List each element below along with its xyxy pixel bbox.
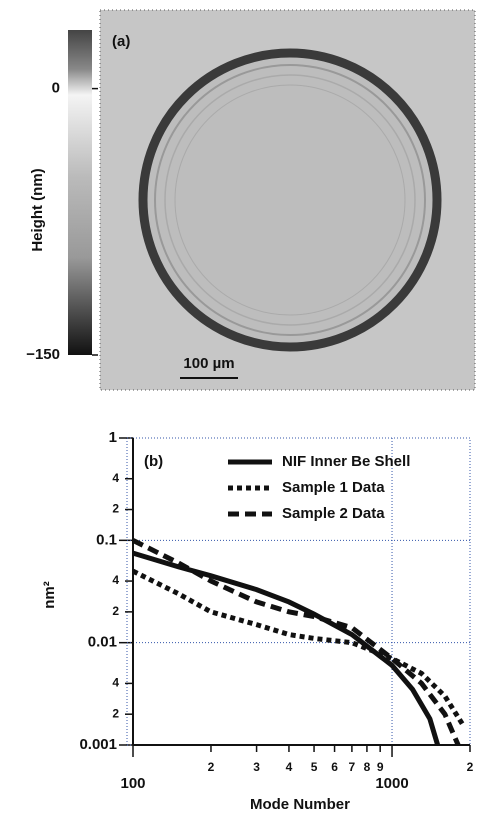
colorbar-tick-label: 0 [52,80,60,97]
x-tick-label: 2 [208,760,215,774]
x-tick-label: 1000 [375,775,408,792]
panel-b: (b) Mode Number nm² [41,437,471,813]
y-tick-label: 1 [109,429,117,446]
x-tick-label: 100 [120,775,145,792]
y-tick-label: 0.001 [79,736,117,753]
colorbar-label: Height (nm) [29,168,46,251]
x-tick-label: 3 [253,760,260,774]
ring [174,84,406,316]
legend-label: NIF Inner Be Shell [282,453,410,470]
x-tick-label: 2 [467,760,474,774]
y-tick-label: 2 [112,706,119,720]
colorbar [68,30,92,355]
panel-label: (a) [112,33,130,50]
y-tick-label: 2 [112,502,119,516]
x-tick-label: 4 [286,760,293,774]
ring [154,64,426,336]
x-axis-label: Mode Number [250,796,350,813]
panel-label: (b) [144,453,163,470]
y-tick-label: 0.01 [88,634,117,651]
x-tick-label: 5 [311,760,318,774]
series-line [132,550,441,746]
x-tick-label: 8 [364,760,371,774]
y-tick-label: 4 [112,471,119,485]
series-line [131,568,467,729]
legend-label: Sample 2 Data [282,505,385,522]
x-tick-label: 6 [331,760,338,774]
x-tick-label: 9 [377,760,384,774]
x-tick-label: 7 [349,760,356,774]
shell [138,48,442,352]
legend-label: Sample 1 Data [282,479,385,496]
y-axis-label: nm² [41,581,58,609]
colorbar-tick-label: −150 [26,346,60,363]
scale-bar-label: 100 µm [183,355,234,372]
series-line [131,538,461,746]
y-tick-label: 4 [112,676,119,690]
y-tick-label: 0.1 [96,531,117,548]
y-tick-label: 4 [112,573,119,587]
y-tick-label: 2 [112,604,119,618]
ring [164,74,416,326]
panel-a: 100 µm (a) Height (nm) [29,9,476,391]
